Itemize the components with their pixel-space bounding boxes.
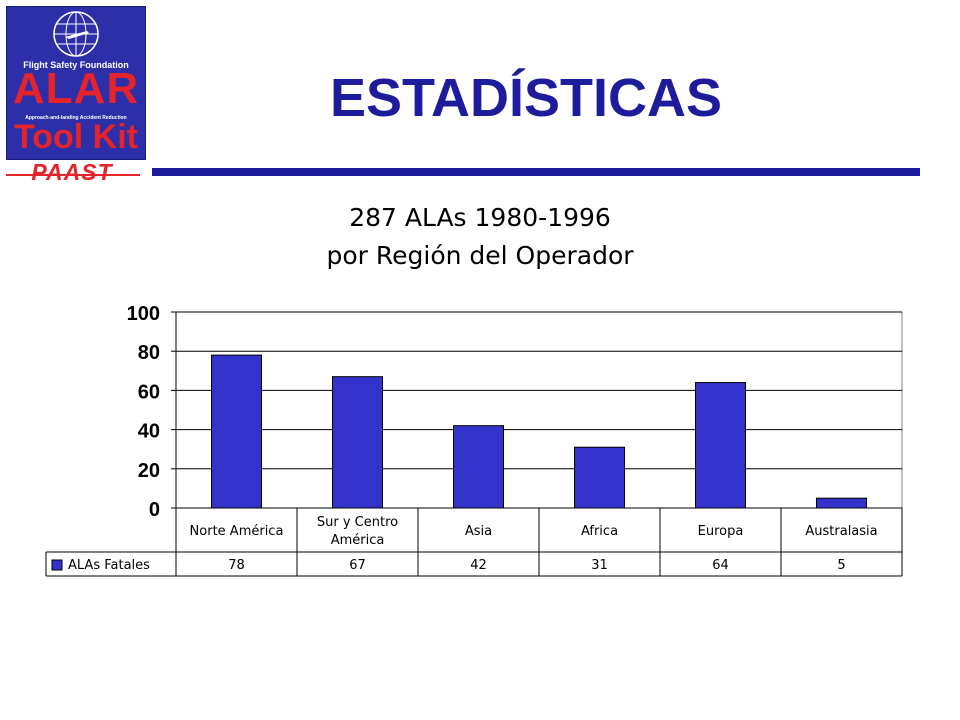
chart-title-line-1: 287 ALAs 1980-1996 — [349, 203, 611, 232]
bar — [453, 425, 504, 509]
legend-label: ALAs Fatales — [68, 558, 150, 573]
bar — [574, 446, 625, 509]
x-category-label: Africa — [581, 524, 618, 539]
alar-tool-kit-logo: Flight Safety Foundation ALAR Approach-a… — [6, 6, 146, 160]
x-category-label: Sur y Centro — [317, 515, 398, 530]
data-value-cell: 78 — [228, 558, 245, 573]
bar — [211, 354, 262, 509]
logo-program: ALAR — [12, 64, 140, 113]
bar — [695, 382, 746, 509]
legend-swatch — [51, 559, 63, 571]
x-category-label: Asia — [465, 524, 492, 539]
y-tick-label: 0 — [149, 499, 160, 521]
title-divider — [152, 168, 920, 176]
data-value-cell: 31 — [591, 558, 608, 573]
y-tick-label: 40 — [138, 421, 160, 443]
x-category-label: Europa — [698, 524, 744, 539]
badge-underline — [6, 174, 140, 176]
data-value-cell: 5 — [837, 558, 845, 573]
logo-subtitle: Approach-and-landing Accident Reduction — [25, 115, 127, 121]
y-tick-label: 60 — [138, 381, 160, 403]
chart-title-line-2: por Región del Operador — [326, 241, 634, 270]
bar — [816, 497, 867, 509]
data-value-cell: 64 — [712, 558, 729, 573]
data-value-cell: 67 — [349, 558, 366, 573]
x-category-label: Norte América — [190, 524, 284, 539]
globe-airplane-icon — [53, 11, 99, 57]
page-title: ESTADÍSTICAS — [330, 68, 723, 128]
paast-badge: PAAST — [31, 159, 113, 185]
data-value-cell: 42 — [470, 558, 487, 573]
bar — [332, 376, 383, 509]
y-tick-label: 20 — [138, 460, 160, 482]
y-tick-label: 100 — [127, 303, 160, 325]
x-category-label: América — [331, 533, 385, 548]
x-category-label: Australasia — [805, 524, 877, 539]
plot-area — [175, 311, 903, 509]
logo-org-name: Flight Safety Foundation — [23, 60, 129, 70]
logo-product: Tool Kit — [14, 118, 138, 156]
y-tick-label: 80 — [138, 342, 160, 364]
